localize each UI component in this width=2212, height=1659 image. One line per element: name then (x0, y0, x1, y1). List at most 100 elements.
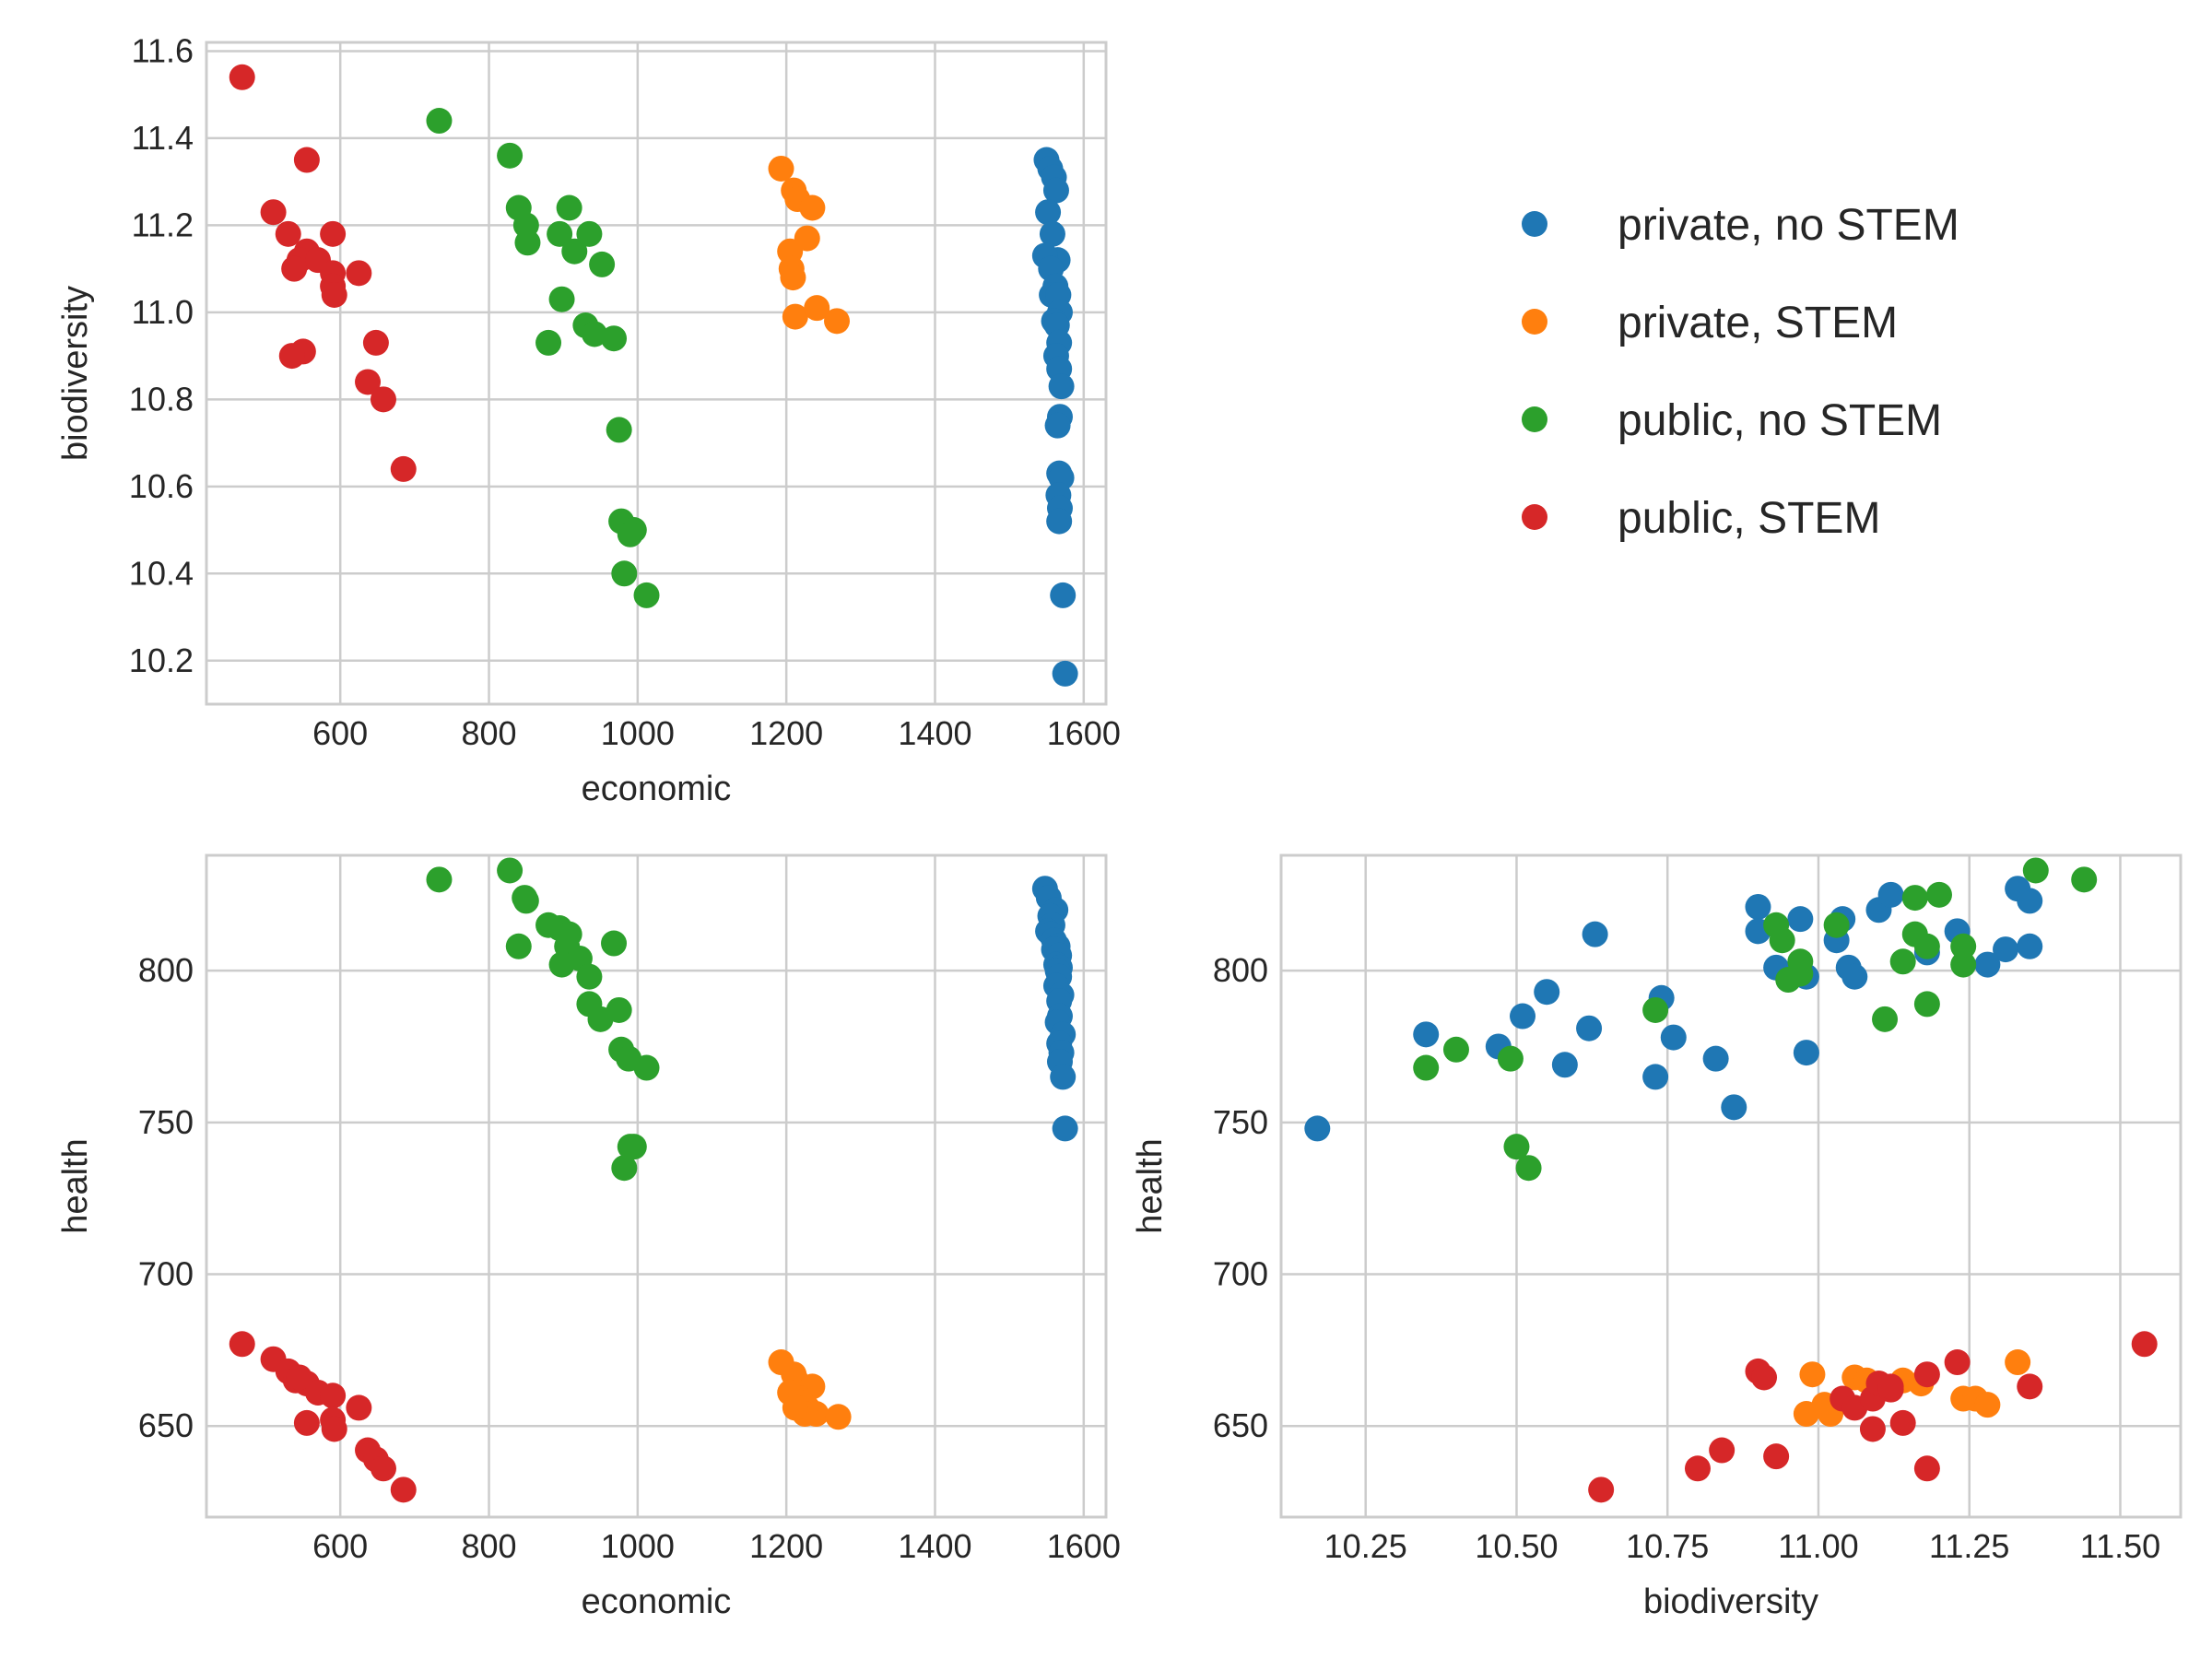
series-public-stem (229, 1331, 417, 1503)
point-private-no-stem (1050, 582, 1077, 608)
point-private-no-stem (1745, 893, 1771, 920)
x-axis-label: biodiversity (1643, 1583, 1818, 1621)
point-public-no-stem (1913, 933, 1940, 959)
point-public-stem (1944, 1349, 1971, 1376)
point-private-no-stem (1042, 177, 1069, 204)
x-tick-label: 1600 (1047, 714, 1121, 752)
y-tick-label: 800 (1213, 951, 1268, 989)
x-tick-label: 1200 (749, 1527, 823, 1565)
point-private-stem (768, 155, 794, 182)
series-private-no-stem (1031, 147, 1078, 687)
point-private-no-stem (1642, 1064, 1669, 1090)
point-public-no-stem (426, 108, 453, 135)
point-private-no-stem (1721, 1094, 1747, 1121)
point-public-stem (1877, 1373, 1904, 1400)
y-tick-label: 11.0 (132, 293, 194, 331)
x-tick-label: 10.25 (1324, 1527, 1407, 1565)
y-axis-label: health (1131, 1138, 1170, 1234)
point-public-no-stem (514, 229, 541, 256)
point-private-no-stem (1048, 373, 1075, 400)
point-public-stem (346, 260, 372, 287)
point-public-no-stem (1503, 1134, 1530, 1160)
point-private-no-stem (1787, 906, 1814, 933)
x-tick-label: 10.50 (1475, 1527, 1558, 1565)
x-tick-label: 1400 (898, 714, 971, 752)
series-public-no-stem (426, 857, 660, 1182)
point-public-stem (229, 1331, 255, 1358)
point-private-no-stem (1841, 963, 1868, 990)
point-public-no-stem (1823, 912, 1850, 938)
series-private-stem (768, 155, 851, 335)
y-tick-label: 650 (1213, 1406, 1268, 1444)
point-public-stem (390, 455, 417, 482)
series-public-stem (229, 64, 417, 482)
point-public-no-stem (587, 1006, 614, 1032)
point-public-stem (370, 386, 396, 413)
legend-label-private-no-stem: private, no STEM (1618, 201, 1959, 250)
point-public-no-stem (582, 321, 608, 347)
point-private-no-stem (1793, 1040, 1819, 1066)
point-public-no-stem (1950, 951, 1977, 978)
y-tick-label: 11.6 (132, 31, 194, 69)
series-public-no-stem (1413, 857, 2098, 1182)
point-public-no-stem (547, 220, 573, 247)
y-tick-label: 10.6 (129, 467, 194, 505)
point-public-no-stem (1442, 1036, 1469, 1063)
point-private-stem (1799, 1361, 1826, 1388)
x-tick-label: 800 (461, 1527, 516, 1565)
legend-marker-private-stem (1522, 309, 1547, 335)
point-public-no-stem (512, 888, 539, 914)
point-public-no-stem (611, 560, 638, 587)
point-public-stem (293, 147, 320, 173)
point-public-no-stem (1901, 885, 1928, 912)
series-public-no-stem (426, 108, 660, 608)
point-private-no-stem (1702, 1045, 1729, 1072)
point-public-no-stem (2022, 857, 2049, 884)
point-public-stem (320, 220, 347, 247)
point-private-no-stem (1582, 921, 1608, 947)
point-public-stem (1588, 1477, 1615, 1503)
point-public-no-stem (576, 220, 603, 247)
point-public-stem (1913, 1455, 1940, 1482)
point-private-stem (782, 303, 808, 330)
point-public-no-stem (611, 1155, 638, 1182)
x-tick-label: 11.00 (1778, 1527, 1858, 1565)
point-public-no-stem (548, 951, 575, 978)
point-private-no-stem (1039, 220, 1065, 247)
point-public-no-stem (561, 238, 588, 265)
point-public-no-stem (1913, 991, 1940, 1018)
x-tick-label: 1000 (601, 1527, 675, 1565)
point-public-no-stem (633, 1054, 660, 1081)
x-tick-label: 600 (312, 1527, 368, 1565)
legend-label-private-stem: private, STEM (1618, 299, 1898, 347)
point-private-stem (825, 1404, 852, 1430)
legend: private, no STEM private, STEM public, no … (1522, 201, 1959, 543)
point-private-no-stem (1551, 1052, 1578, 1078)
x-tick-label: 11.50 (2080, 1527, 2160, 1565)
axes-frame (205, 853, 1108, 1519)
point-private-stem (782, 1394, 808, 1421)
point-private-no-stem (2017, 888, 2043, 914)
y-tick-label: 800 (138, 951, 194, 989)
point-public-no-stem (556, 194, 582, 221)
y-tick-label: 10.2 (129, 641, 194, 679)
x-axis-label: economic (582, 1583, 732, 1621)
point-public-stem (390, 1477, 417, 1503)
axes-frame (1279, 853, 2183, 1519)
point-public-no-stem (497, 857, 524, 884)
point-public-stem (346, 1394, 372, 1421)
point-public-stem (2131, 1331, 2158, 1358)
x-tick-label: 1200 (749, 714, 823, 752)
point-private-no-stem (1534, 979, 1560, 1006)
legend-label-public-no-stem: public, no STEM (1618, 396, 1942, 445)
point-private-no-stem (1877, 881, 1904, 908)
point-private-no-stem (1510, 1003, 1536, 1030)
point-public-stem (1859, 1416, 1886, 1442)
series-private-stem (768, 1349, 852, 1430)
point-public-no-stem (633, 582, 660, 608)
point-public-stem (229, 64, 255, 90)
point-public-no-stem (1769, 927, 1795, 954)
point-public-stem (1889, 1409, 1916, 1436)
point-private-no-stem (2017, 933, 2043, 959)
